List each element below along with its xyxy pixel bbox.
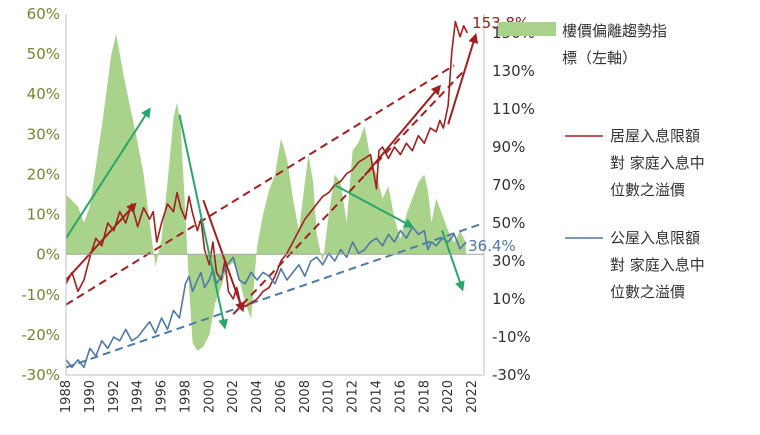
legend-label-public-line1: 公屋入息限額 <box>610 229 700 247</box>
legend-label-private-line1: 居屋入息限額 <box>610 127 700 145</box>
green-arrow-2 <box>178 114 229 330</box>
x-tick-label: 2006 <box>274 380 289 413</box>
legend-label-public-line2: 對 家庭入息中 <box>610 256 705 274</box>
x-axis-ticks: 1988 1990 1992 1994 1996 1998 2000 2002 2004 2006… <box>59 380 480 413</box>
x-tick-label: 1994 <box>131 380 146 413</box>
trend-line-3 <box>65 222 485 369</box>
green-arrow-3 <box>334 184 415 228</box>
red-arrow-6 <box>202 199 245 313</box>
x-tick-label: 1992 <box>107 380 122 413</box>
right-tick-label: 110% <box>492 100 535 118</box>
left-tick-label: -10% <box>21 286 60 304</box>
index-area <box>66 34 467 351</box>
arrow-layer <box>65 32 479 330</box>
x-tick-label: 2000 <box>202 380 217 413</box>
trend-layer <box>65 64 485 369</box>
x-tick-label: 1996 <box>155 380 170 413</box>
legend-swatch-index <box>498 22 556 36</box>
legend-label-public-line3: 位數之溢價 <box>610 283 685 301</box>
area-layer <box>66 34 467 351</box>
x-tick-label: 2002 <box>226 380 241 413</box>
left-tick-label: 30% <box>27 125 60 143</box>
left-tick-label: 50% <box>27 45 60 63</box>
left-tick-label: 10% <box>27 206 60 224</box>
left-tick-label: -30% <box>21 366 60 384</box>
right-tick-label: 30% <box>492 252 525 270</box>
right-tick-label: -30% <box>492 366 531 384</box>
trend-line-1 <box>65 64 455 306</box>
x-tick-label: 2018 <box>417 380 432 413</box>
right-tick-label: 70% <box>492 176 525 194</box>
left-tick-label: 60% <box>27 5 60 23</box>
x-tick-label: 2010 <box>322 380 337 413</box>
x-tick-label: 2016 <box>393 380 408 413</box>
x-tick-label: 1988 <box>59 380 74 413</box>
right-axis-ticks: -30%-10%10%30%50%70%90%110%130%150% <box>492 24 535 384</box>
legend-label-index-line1: 樓價偏離趨勢指 <box>562 22 667 40</box>
right-tick-label: 130% <box>492 62 535 80</box>
red-arrow-5 <box>65 202 137 281</box>
right-tick-label: 50% <box>492 214 525 232</box>
left-tick-label: 40% <box>27 85 60 103</box>
x-tick-label: 1990 <box>83 380 98 413</box>
x-tick-label: 1998 <box>178 380 193 413</box>
public-annotation: 36.4% <box>468 237 516 255</box>
red-arrow-7 <box>363 84 442 177</box>
public-housing-line <box>65 226 467 369</box>
green-arrow-1 <box>65 107 151 239</box>
legend-label-private-line2: 對 家庭入息中 <box>610 154 705 172</box>
legend: 樓價偏離趨勢指 標（左軸） 居屋入息限額 對 家庭入息中 位數之溢價 公屋入息限… <box>498 22 705 301</box>
legend-label-private-line3: 位數之溢價 <box>610 181 685 199</box>
trend-line-2 <box>232 70 465 315</box>
x-tick-label: 2012 <box>346 380 361 413</box>
right-tick-label: -10% <box>492 328 531 346</box>
private-housing-line <box>65 20 468 308</box>
left-axis-ticks: -30% -20% -10% 0% 10% 20% 30% 40% 50% 60% <box>21 5 60 384</box>
right-tick-label: 10% <box>492 290 525 308</box>
left-tick-label: 20% <box>27 165 60 183</box>
x-tick-label: 2008 <box>298 380 313 413</box>
legend-label-index-line2: 標（左軸） <box>562 49 637 67</box>
line-layer <box>65 20 468 369</box>
right-tick-label: 90% <box>492 138 525 156</box>
x-tick-label: 2022 <box>465 380 480 413</box>
green-arrow-4 <box>441 230 465 292</box>
x-tick-label: 2014 <box>370 380 385 413</box>
x-tick-label: 2020 <box>441 380 456 413</box>
x-tick-label: 2004 <box>250 380 265 413</box>
left-tick-label: 0% <box>36 246 60 264</box>
red-arrow-8 <box>447 32 479 125</box>
left-tick-label: -20% <box>21 326 60 344</box>
